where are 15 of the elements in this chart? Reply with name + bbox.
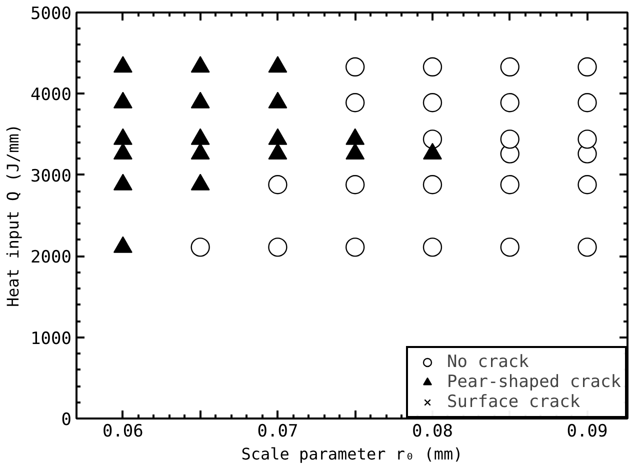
y-tick-label: 1000 (30, 328, 72, 349)
y-tick-label: 2000 (30, 248, 72, 268)
y-tick-label: 5000 (30, 4, 72, 24)
y-tick-label: 3000 (30, 166, 72, 186)
x-tick-label: 0.07 (257, 422, 298, 442)
legend-label: Pear-shaped crack (447, 372, 621, 392)
x-tick-label: 0.08 (412, 422, 453, 442)
y-axis-title: Heat input Q (J/mm) (4, 124, 23, 308)
y-tick-label: 4000 (30, 85, 72, 106)
y-tick-label: 0 (61, 410, 72, 430)
x-tick-label: 0.09 (566, 422, 608, 442)
x-tick-label: 0.06 (102, 422, 144, 442)
legend-label: Surface crack (447, 392, 580, 412)
x-axis-title: Scale parameter r₀ (mm) (241, 444, 463, 464)
legend-label: No crack (447, 352, 529, 372)
